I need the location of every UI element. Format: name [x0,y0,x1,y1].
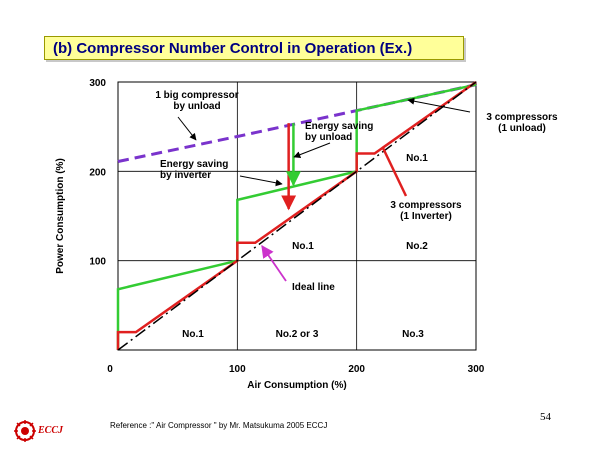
annotation-three-unload: (1 unload) [498,123,546,134]
annotation-saving-inverter: by inverter [160,170,211,181]
region-label-r5: No.2 [406,241,428,252]
callout-three-unload-arrow [407,97,471,113]
annotation-big: by unload [173,101,220,112]
y-tick-label: 300 [89,78,106,89]
annotation-saving-inverter: Energy saving [160,159,228,170]
x-tick-label: 300 [468,364,485,375]
eccj-logo-icon [14,420,36,442]
region-label-r3: No.3 [402,329,424,340]
x-tick-label: 100 [229,364,246,375]
region-label-r1: No.1 [182,329,204,340]
annotation-three-inverter: 3 compressors [390,200,462,211]
annotation-saving-unload: by unload [305,132,352,143]
callout-ideal-arrow [261,244,287,282]
callout-inverter-arrow [239,175,283,187]
callout-big-arrow [177,116,197,141]
annotation-three-inverter: (1 Inverter) [400,211,452,222]
plot-frame [117,81,477,351]
y-tick-label: 100 [89,257,106,268]
y-axis-label: Power Consumption (%) [55,158,66,274]
callout-unload-arrow [293,142,331,158]
page-number: 54 [540,411,551,423]
y-tick-label: 200 [89,167,106,178]
series-line-1 [116,83,477,350]
region-label-r2: No.2 or 3 [276,329,319,340]
reference-text: Reference :" Air Compressor " by Mr. Mat… [110,421,328,430]
slide-title: (b) Compressor Number Control in Operati… [44,36,464,60]
series-line-0 [117,83,477,163]
annotation-big: 1 big compressor [155,90,238,101]
x-axis-label: Air Consumption (%) [247,380,346,391]
series-line-3 [117,81,477,351]
annotation-saving-unload: Energy saving [305,121,373,132]
annotation-ideal: Ideal line [292,282,335,293]
series-line-2 [116,80,477,350]
logo-text: ECCJ [38,425,64,436]
x-tick-label: 0 [107,364,113,375]
region-label-r6: No.1 [406,153,428,164]
annotation-three-unload: 3 compressors [486,112,558,123]
x-tick-label: 200 [348,364,365,375]
callout-three-inverter-arrow [381,147,408,197]
region-label-r4: No.1 [292,241,314,252]
